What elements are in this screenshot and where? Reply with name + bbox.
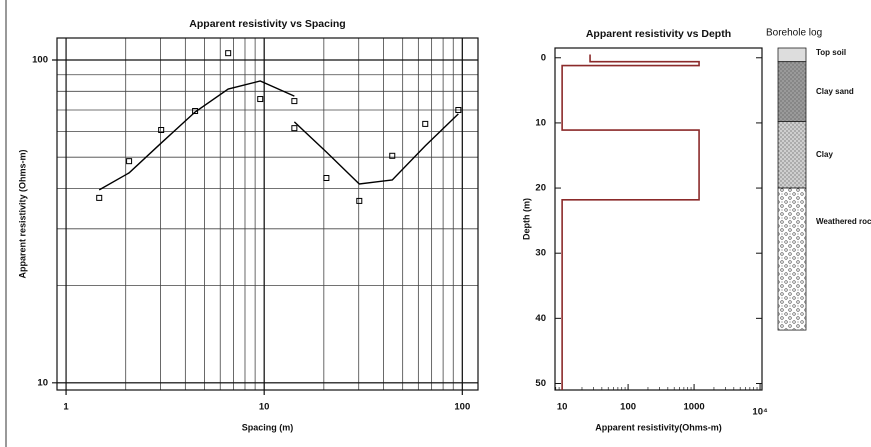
x-tick-label: 1000 <box>684 402 705 413</box>
marker <box>291 98 298 105</box>
y-tick-label: 100 <box>32 55 48 66</box>
line <box>561 54 700 390</box>
x-tick-label: 10 <box>259 402 270 413</box>
x-tick-label: 100 <box>454 402 470 413</box>
x-tick-label: 1 <box>63 402 69 413</box>
marker <box>422 120 429 127</box>
layer-label: Clay <box>816 150 833 159</box>
y-tick-label: 10 <box>535 117 546 128</box>
chart-title: Apparent resistivity vs Spacing <box>189 18 345 30</box>
plot-frame <box>56 37 479 391</box>
layer-label: Weathered roc <box>816 217 871 226</box>
y-tick-label: 30 <box>535 248 546 259</box>
marker <box>389 152 396 159</box>
y-tick-label: 20 <box>535 183 546 194</box>
marker <box>126 158 133 165</box>
marker <box>257 96 264 103</box>
marker <box>96 194 103 201</box>
y-axis-label: Apparent resistivity (Ohms-m) <box>17 149 27 278</box>
y-tick-label: 50 <box>535 378 546 389</box>
marker <box>323 175 330 182</box>
x-tick-label: 100 <box>620 402 636 413</box>
y-tick-label: 40 <box>535 313 546 324</box>
marker <box>455 107 462 114</box>
x-axis-label: Apparent resistivity(Ohms-m) <box>595 422 722 432</box>
marker <box>291 125 298 132</box>
borehole-title: Borehole log <box>766 28 822 39</box>
layer-label: Clay sand <box>816 87 854 96</box>
layer-label: Top soil <box>816 48 846 57</box>
layer-pattern <box>778 188 806 331</box>
x-tick-label: 10⁴ <box>752 407 768 418</box>
layer <box>777 47 807 63</box>
x-axis-label: Spacing (m) <box>242 422 294 432</box>
layer-pattern <box>778 61 806 122</box>
plot-frame <box>554 47 763 391</box>
marker <box>158 126 165 133</box>
x-tick-label: 10 <box>557 402 568 413</box>
line <box>98 80 459 191</box>
y-tick-label: 0 <box>541 52 546 63</box>
y-tick-label: 10 <box>37 377 48 388</box>
layer-pattern <box>778 121 806 189</box>
marker <box>356 197 363 204</box>
marker <box>225 50 232 57</box>
y-axis-label: Depth (m) <box>521 198 531 240</box>
chart-title: Apparent resistivity vs Depth <box>586 28 731 40</box>
